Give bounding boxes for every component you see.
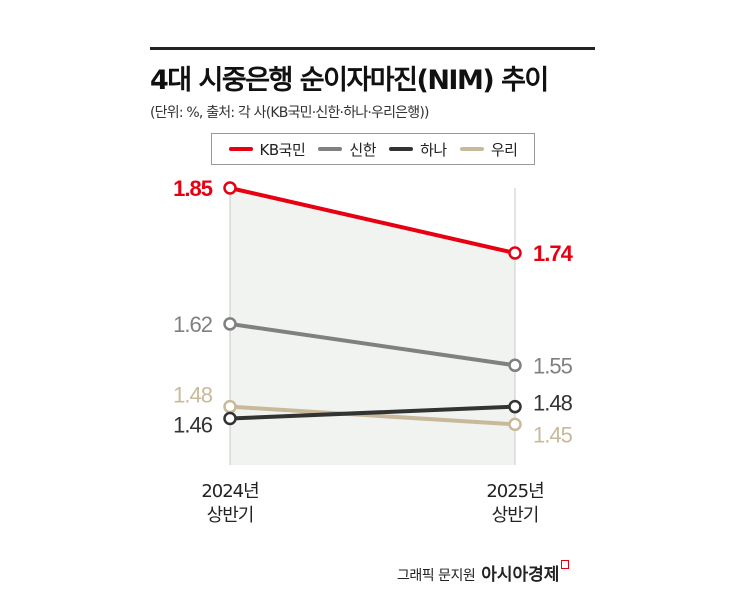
legend-swatch xyxy=(228,147,253,151)
data-point xyxy=(508,358,522,373)
data-point xyxy=(223,399,237,414)
data-point xyxy=(223,411,237,426)
legend-label: 우리 xyxy=(490,140,518,159)
legend-item: 신한 xyxy=(318,139,376,160)
x-tick-label: 상반기 xyxy=(492,505,539,526)
legend: KB국민 신한 하나 우리 xyxy=(211,133,535,165)
x-tick-label: 2024년 xyxy=(201,481,258,502)
legend-item: KB국민 xyxy=(228,139,306,160)
legend-swatch xyxy=(389,147,414,151)
series-line-KB국민 xyxy=(229,186,516,255)
x-tick-label: 2025년 xyxy=(486,481,543,502)
data-label: 1.55 xyxy=(533,353,573,378)
data-point xyxy=(223,181,237,195)
title-rule xyxy=(150,47,595,50)
chart-title: 4대 시중은행 순이자마진(NIM) 추이 xyxy=(150,65,549,96)
data-label: 1.74 xyxy=(533,241,574,266)
series-line-우리 xyxy=(229,404,516,427)
data-label: 1.48 xyxy=(533,391,573,416)
legend-label: 하나 xyxy=(420,140,447,159)
data-label: 1.48 xyxy=(173,383,213,408)
credit: 그래픽 문지원 아시아경제 xyxy=(397,560,570,585)
data-point xyxy=(508,417,522,432)
data-label: 1.46 xyxy=(173,412,213,437)
legend-label: 신한 xyxy=(349,140,376,159)
chart-subtitle: (단위: %, 출처: 각 사(KB국민·신한·하나·우리은행)) xyxy=(150,105,429,121)
legend-label: KB국민 xyxy=(259,140,306,159)
brand-mark-icon xyxy=(561,560,570,569)
data-point xyxy=(508,399,522,414)
legend-item: 하나 xyxy=(389,139,447,160)
data-point xyxy=(508,246,522,260)
series-line-하나 xyxy=(229,404,516,421)
x-tick-label: 상반기 xyxy=(207,505,254,526)
brand-logo: 아시아경제 xyxy=(481,565,560,585)
legend-swatch xyxy=(318,147,343,151)
area-fill xyxy=(230,188,515,465)
data-point xyxy=(223,317,237,331)
data-label: 1.45 xyxy=(533,422,573,447)
credit-text: 그래픽 문지원 xyxy=(397,568,476,584)
data-label: 1.85 xyxy=(173,176,213,201)
data-label: 1.62 xyxy=(173,312,213,337)
series-line-신한 xyxy=(229,321,516,368)
legend-swatch xyxy=(459,147,484,151)
legend-item: 우리 xyxy=(459,139,518,160)
